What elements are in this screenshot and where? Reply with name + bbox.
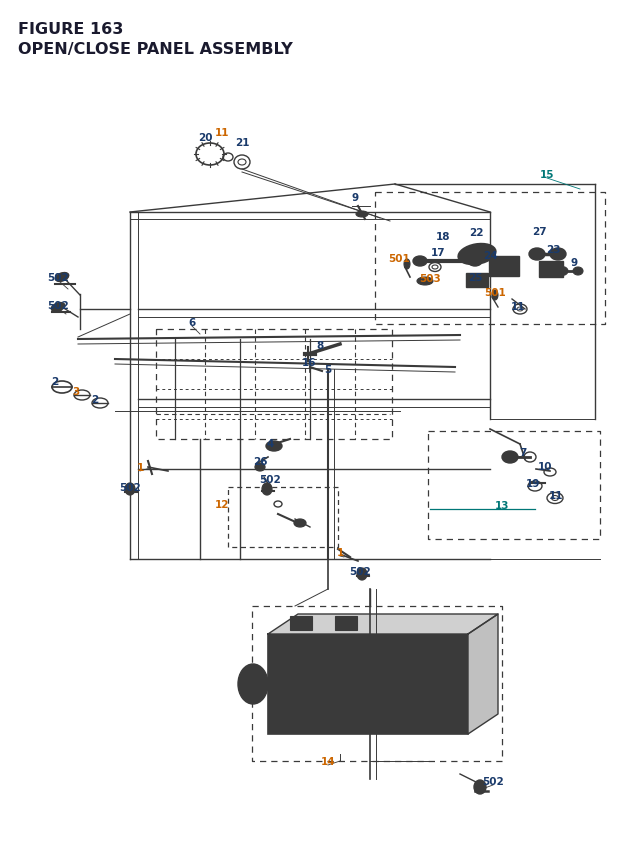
Ellipse shape (529, 249, 545, 261)
Text: OPEN/CLOSE PANEL ASSEMBLY: OPEN/CLOSE PANEL ASSEMBLY (18, 42, 292, 57)
Text: 14: 14 (321, 756, 335, 766)
Text: 5: 5 (324, 364, 332, 375)
Bar (402, 647, 438, 722)
Text: 502: 502 (47, 300, 69, 311)
Ellipse shape (492, 291, 498, 300)
Text: 24: 24 (483, 251, 497, 261)
Text: 12: 12 (215, 499, 229, 510)
Text: 20: 20 (198, 133, 212, 143)
Ellipse shape (262, 483, 272, 495)
Text: 13: 13 (495, 500, 509, 511)
Text: 501: 501 (388, 254, 410, 263)
Text: 501: 501 (484, 288, 506, 298)
Ellipse shape (474, 780, 486, 794)
FancyBboxPatch shape (489, 257, 519, 276)
Bar (268, 635, 468, 734)
Ellipse shape (357, 568, 367, 580)
Text: 15: 15 (540, 170, 554, 180)
Polygon shape (268, 614, 498, 635)
Ellipse shape (468, 257, 482, 267)
Text: 16: 16 (301, 357, 316, 368)
Ellipse shape (255, 463, 265, 472)
Bar (399, 644, 441, 724)
Text: 8: 8 (316, 341, 324, 350)
Text: 10: 10 (538, 461, 552, 472)
Ellipse shape (556, 267, 568, 276)
Text: 2: 2 (51, 376, 59, 387)
Text: 25: 25 (468, 273, 483, 282)
Text: 11: 11 (511, 301, 525, 312)
Bar (335, 616, 357, 630)
Text: 502: 502 (47, 273, 69, 282)
Ellipse shape (266, 442, 282, 451)
Text: 2: 2 (92, 394, 99, 405)
Ellipse shape (502, 451, 518, 463)
Text: 9: 9 (351, 193, 358, 202)
Text: 503: 503 (419, 274, 441, 283)
Text: 27: 27 (532, 226, 547, 237)
Ellipse shape (55, 273, 68, 282)
Ellipse shape (550, 249, 566, 261)
Ellipse shape (573, 268, 583, 276)
Text: 18: 18 (436, 232, 451, 242)
Text: 7: 7 (519, 448, 527, 457)
Text: 26: 26 (253, 456, 268, 467)
Text: 502: 502 (349, 567, 371, 576)
Ellipse shape (458, 245, 496, 265)
Ellipse shape (404, 260, 410, 269)
Bar (283, 644, 325, 724)
Text: 1: 1 (337, 548, 344, 557)
Text: 11: 11 (548, 491, 563, 500)
Bar (344, 647, 380, 722)
Ellipse shape (417, 278, 433, 286)
Text: 502: 502 (482, 776, 504, 786)
Bar (466, 274, 488, 288)
Text: 11: 11 (215, 127, 229, 138)
Text: 1: 1 (136, 462, 143, 473)
Text: 17: 17 (431, 248, 445, 257)
Ellipse shape (51, 303, 65, 312)
Text: 21: 21 (235, 138, 249, 148)
Bar (286, 647, 322, 722)
Text: 19: 19 (526, 479, 540, 488)
Text: 3: 3 (72, 387, 79, 397)
Text: 502: 502 (259, 474, 281, 485)
Bar (290, 616, 312, 630)
Text: 22: 22 (468, 228, 483, 238)
Text: 4: 4 (266, 438, 274, 449)
Ellipse shape (125, 483, 135, 495)
Text: 9: 9 (570, 257, 577, 268)
Text: FIGURE 163: FIGURE 163 (18, 22, 124, 37)
Bar (341, 644, 383, 724)
FancyBboxPatch shape (539, 262, 563, 278)
Ellipse shape (238, 664, 268, 704)
Polygon shape (468, 614, 498, 734)
Text: 23: 23 (546, 245, 560, 255)
Ellipse shape (413, 257, 427, 267)
Text: 6: 6 (188, 318, 196, 328)
Text: 502: 502 (119, 482, 141, 492)
Ellipse shape (294, 519, 306, 528)
Ellipse shape (356, 212, 368, 218)
